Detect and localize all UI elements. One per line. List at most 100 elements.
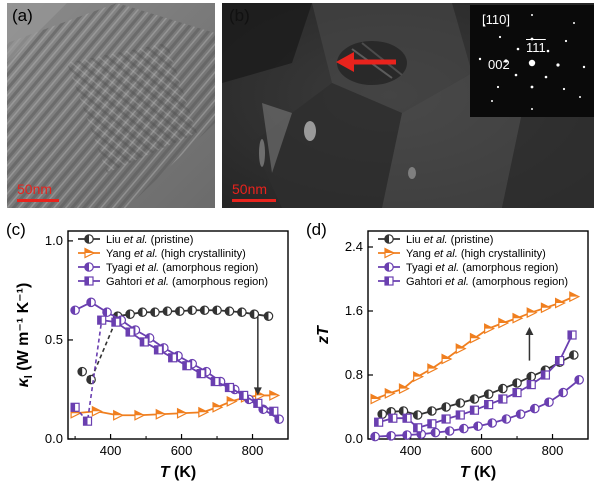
legend-author: Gahtori xyxy=(406,276,445,288)
data-point xyxy=(402,430,412,440)
legend-desc: (pristine) xyxy=(148,234,194,246)
data-point xyxy=(501,414,512,424)
zone-axis-label: [110] xyxy=(482,12,510,27)
legend-etal: et al. xyxy=(124,234,148,246)
data-point xyxy=(455,343,467,355)
data-point xyxy=(269,389,281,401)
diffraction-inset xyxy=(470,5,594,117)
data-point xyxy=(224,306,235,317)
x-axis-symbol: T xyxy=(160,464,171,481)
data-point xyxy=(498,383,508,394)
legend-desc: (high crystallinity) xyxy=(458,248,546,260)
scale-bar-a xyxy=(17,199,59,202)
data-point xyxy=(198,406,210,418)
legend-desc: (amorphous region) xyxy=(169,276,268,288)
data-point xyxy=(139,337,149,347)
data-point xyxy=(569,350,579,360)
y-tick-label: 0.5 xyxy=(45,332,63,347)
data-point xyxy=(484,400,494,410)
scale-bar-b xyxy=(232,199,276,202)
legend-marker xyxy=(84,262,94,272)
legend-entry: Tyagi et al. (amorphous region) xyxy=(106,262,258,274)
data-point xyxy=(427,363,439,375)
y-axis-label: κl (W m⁻¹ K⁻¹) xyxy=(15,283,35,388)
data-point xyxy=(384,387,396,399)
y-tick-label: 0.0 xyxy=(45,431,63,446)
data-point xyxy=(176,407,188,419)
trend-arrow-icon xyxy=(525,327,534,335)
legend-marker xyxy=(84,276,94,286)
data-point xyxy=(150,307,160,318)
legend-etal: et al. xyxy=(424,234,448,246)
data-point xyxy=(374,417,384,427)
data-point xyxy=(515,409,526,419)
x-tick-label: 800 xyxy=(242,443,264,458)
data-point xyxy=(567,330,577,340)
diffraction-spot-label-2: 111 xyxy=(526,40,546,55)
data-point xyxy=(540,302,552,314)
y-tick-label: 0.8 xyxy=(345,367,363,382)
data-point xyxy=(386,431,396,441)
data-point xyxy=(487,418,497,428)
chart-zt: (d) 400 600 800 0.0 0.8 1.6 2.4 T (K) zT Liu et al… xyxy=(306,220,589,481)
x-tick-label: 400 xyxy=(400,443,422,458)
legend-marker xyxy=(384,276,394,286)
legend-entry: Liu et al. (pristine) xyxy=(106,234,193,246)
data-point xyxy=(253,398,263,408)
x-tick-label: 400 xyxy=(100,443,122,458)
panel-label-a: (a) xyxy=(12,6,33,25)
legend-desc: (pristine) xyxy=(448,234,494,246)
chart-thermal-conductivity: (c) 400 600 800 0.0 0.5 1.0 T (K) κl (W m⁻¹ K⁻¹)… xyxy=(6,220,289,481)
tem-image-a xyxy=(7,3,215,208)
scale-bar-label-b: 50nm xyxy=(232,181,268,197)
data-point xyxy=(484,323,495,335)
y-tick-label: 1.0 xyxy=(45,233,63,248)
legend-marker xyxy=(384,247,396,259)
data-point xyxy=(427,406,437,416)
legend-entry: Yang et al. (high crystallinity) xyxy=(106,248,246,260)
data-point xyxy=(199,305,210,316)
data-point xyxy=(210,376,220,387)
data-point xyxy=(249,309,260,319)
data-point xyxy=(512,378,522,388)
data-point xyxy=(441,402,451,412)
data-point xyxy=(498,317,510,329)
x-axis-label: T (K) xyxy=(460,464,496,481)
legend-etal: et al. xyxy=(435,262,459,274)
data-point xyxy=(512,312,524,324)
data-point xyxy=(512,388,522,398)
data-point xyxy=(125,309,135,319)
data-point xyxy=(430,427,441,438)
data-point xyxy=(162,306,173,317)
data-point xyxy=(555,356,565,366)
data-point xyxy=(540,370,551,380)
data-point xyxy=(113,409,125,421)
data-point xyxy=(529,403,540,414)
legend-desc: (amorphous region) xyxy=(459,262,558,274)
data-point xyxy=(153,345,164,355)
data-point xyxy=(237,307,247,318)
legend-author: Liu xyxy=(406,234,424,246)
plot-frame xyxy=(367,230,589,440)
data-point xyxy=(196,369,206,379)
trend-arrow-icon xyxy=(253,387,262,396)
y-axis-symbol: κ xyxy=(15,377,32,387)
data-point xyxy=(91,405,103,417)
panel-label: (c) xyxy=(6,220,26,239)
data-point xyxy=(377,409,387,419)
data-point xyxy=(137,307,148,318)
data-point xyxy=(469,405,480,415)
data-point xyxy=(370,393,382,405)
legend-desc: (amorphous region) xyxy=(469,276,568,288)
legend-entry: Yang et al. (high crystallinity) xyxy=(406,248,546,260)
y-tick-label: 0.0 xyxy=(345,431,363,446)
diffraction-spot-label-1: 002 xyxy=(488,57,510,72)
plot-frame xyxy=(67,230,289,440)
data-point xyxy=(70,402,80,412)
data-point xyxy=(441,353,453,365)
data-point xyxy=(187,305,197,316)
x-axis-symbol: T xyxy=(460,464,471,481)
scale-bar-label-a: 50nm xyxy=(17,181,53,197)
y-axis-label: zT xyxy=(315,325,332,345)
data-point xyxy=(398,383,410,395)
